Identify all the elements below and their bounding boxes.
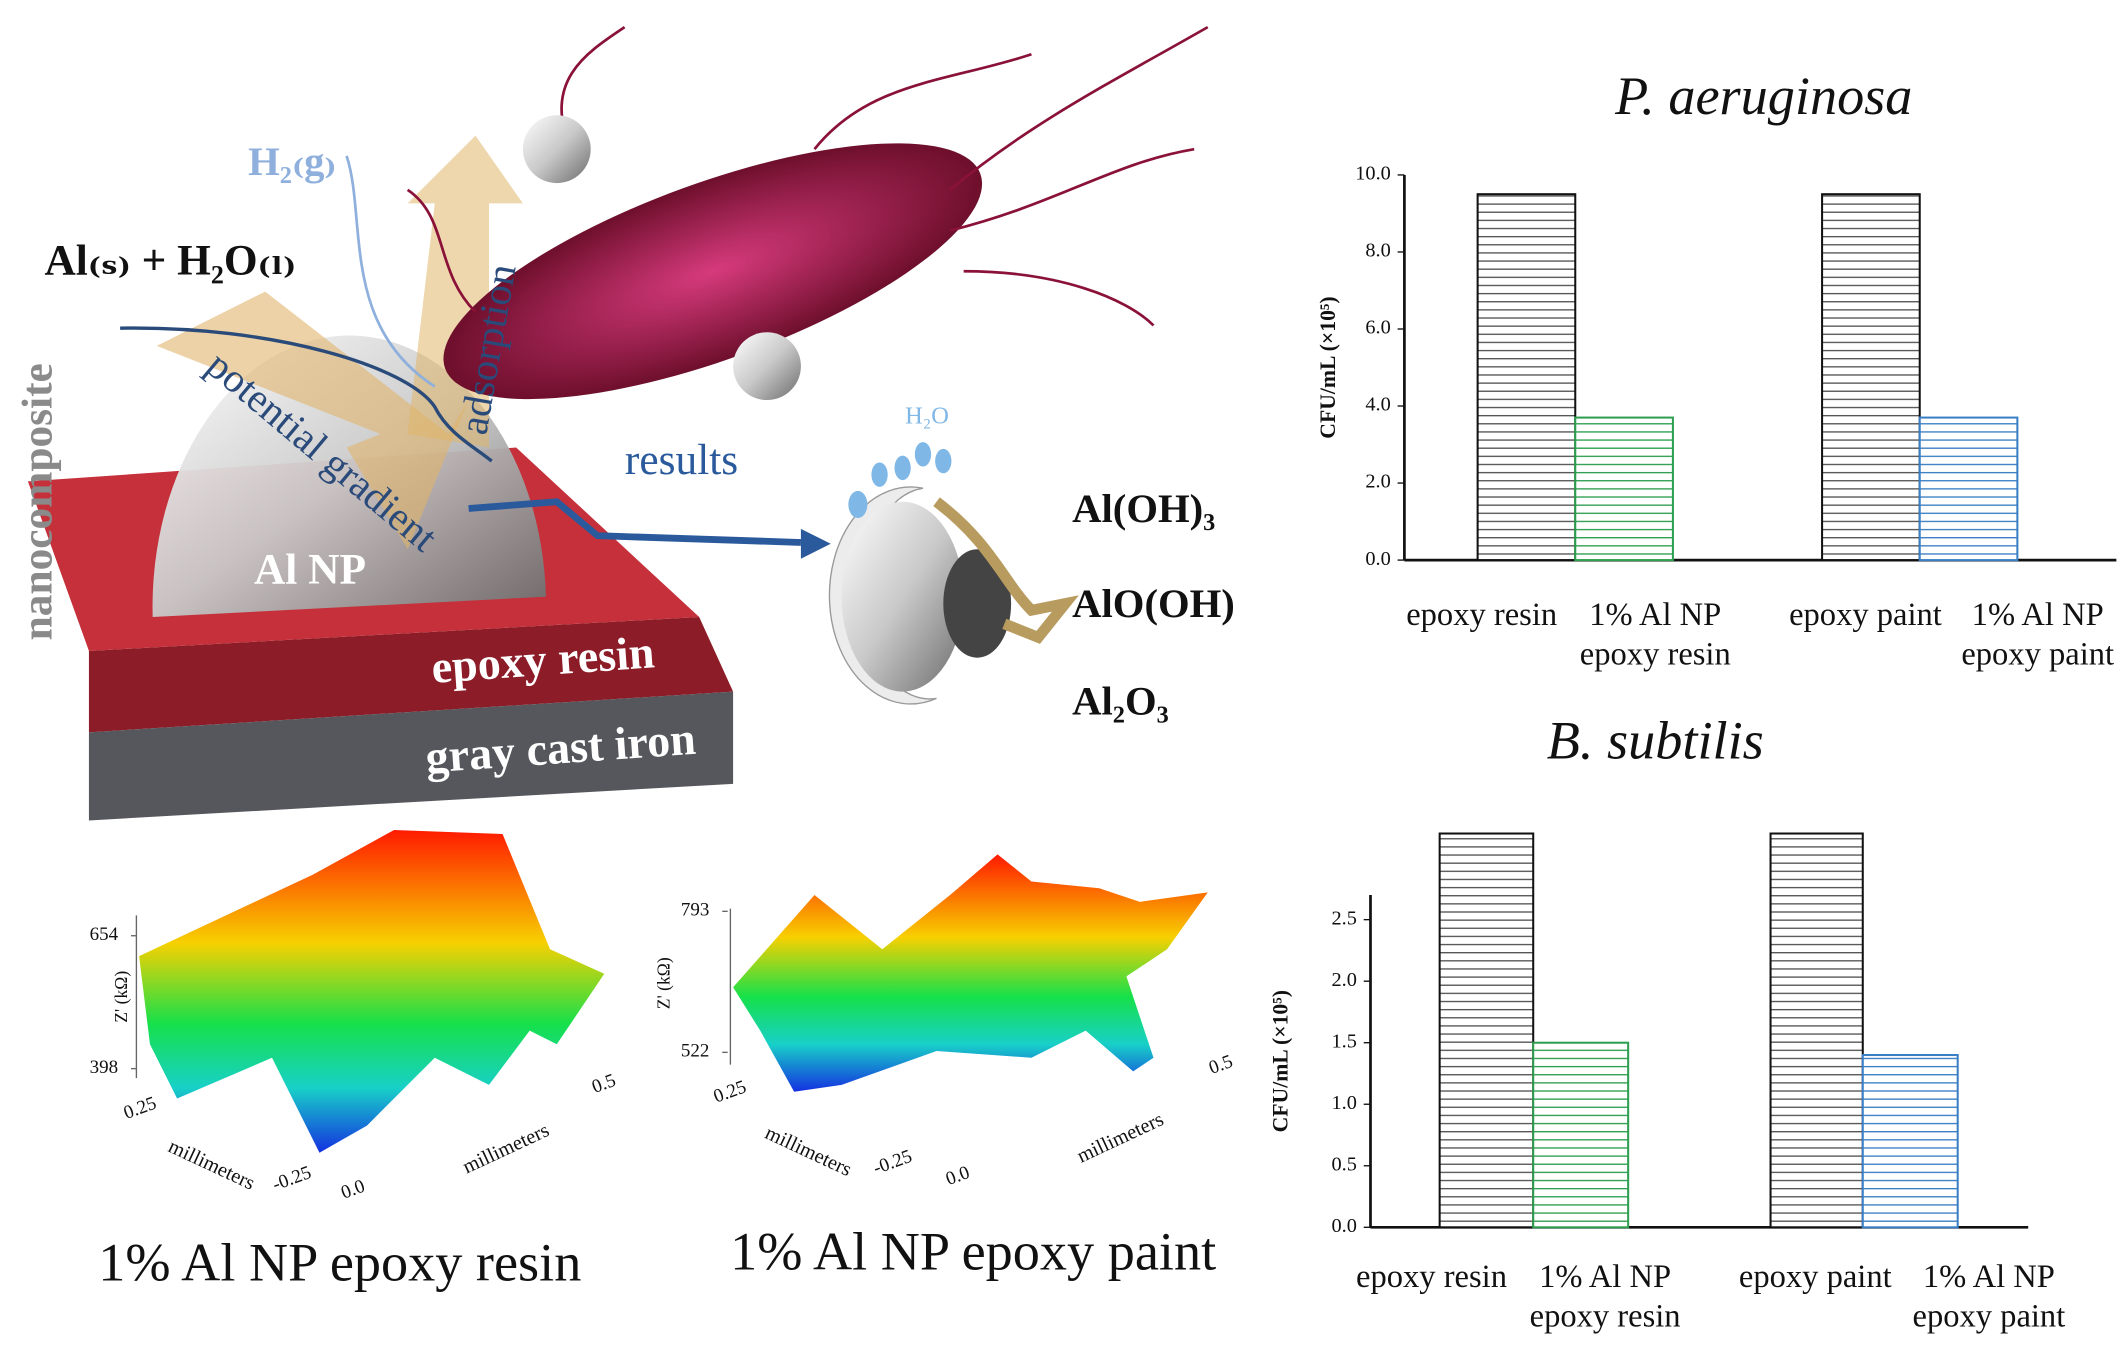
bar [1918, 416, 2019, 562]
category-label-box: 1% Al NP epoxy resin [1579, 598, 1731, 673]
category-label-box: epoxy resin [1406, 598, 1558, 634]
core [841, 501, 964, 692]
surface-caption: 1% Al NP epoxy paint [730, 1222, 1216, 1282]
y-tick-label: 0.5 [1332, 1153, 1357, 1175]
x-tick-label: epoxy resin [1406, 598, 1558, 634]
y-tick-label: 2.0 [1332, 969, 1357, 991]
gas-label: H₂₍g₎ [248, 139, 336, 184]
y-tick-label: 2.0 [1365, 471, 1390, 493]
x-tick-label: epoxy paint [1789, 598, 1942, 634]
arrowhead [800, 528, 831, 559]
flow-arrow [468, 498, 802, 546]
axis-tick-label: 0.25 [711, 1076, 749, 1107]
bar [1821, 193, 1921, 562]
axis-tick-label: 0.0 [338, 1176, 367, 1204]
reaction-label: Al₍ₛ₎ + H₂O₍ₗ₎ [44, 236, 296, 284]
x-tick-label: 1% Al NP epoxy paint [1912, 1259, 2066, 1335]
bar [1438, 832, 1535, 1229]
y-tick-label: 4.0 [1365, 394, 1390, 416]
y-tick-label: 6.0 [1365, 317, 1390, 339]
axis-tick-label: 0.0 [943, 1162, 972, 1190]
axis-tick-label: -0.25 [871, 1146, 915, 1179]
x-tick-label: 1% Al NP epoxy resin [1579, 598, 1731, 673]
category-label-box: 1% Al NP epoxy paint [1961, 598, 2115, 673]
adsorption-arrow [407, 135, 523, 448]
category-label-box: 1% Al NP epoxy resin [1529, 1259, 1681, 1335]
particle-label: Al NP [254, 546, 366, 594]
category-label-box: epoxy paint [1789, 598, 1942, 634]
y-tick-label: 0.0 [1365, 548, 1390, 570]
z-tick-label: 398 [90, 1057, 118, 1078]
iron-layer [88, 691, 734, 821]
z-tick-label: 654 [90, 924, 119, 945]
surface-plot [729, 854, 1208, 1092]
category-label-box: 1% Al NP epoxy paint [1912, 1259, 2066, 1335]
y-axis-label: CFU/mL (×10⁵) [1316, 296, 1340, 438]
x-tick-label: epoxy paint [1738, 1259, 1892, 1296]
chart-title: B. subtilis [1547, 710, 1764, 770]
results-label: results [625, 436, 738, 484]
droplets [848, 442, 952, 519]
z-tick-label: 522 [681, 1041, 709, 1062]
z-tick-label: 793 [681, 900, 709, 921]
surface [733, 854, 1208, 1092]
core-cut [943, 549, 1012, 658]
water-label: H₂O [905, 402, 949, 429]
bar [1532, 1041, 1630, 1229]
axis-label: millimeters [459, 1119, 552, 1178]
bar [1861, 1054, 1959, 1229]
epoxy-layer-front [88, 617, 734, 733]
z-axis-label: Z' (kΩ) [111, 971, 131, 1023]
y-tick-label: 2.5 [1332, 907, 1357, 929]
x-tick-label: epoxy resin [1356, 1259, 1507, 1296]
path-line [120, 326, 493, 463]
side-label: nanocomposite [13, 363, 61, 640]
flagella [406, 25, 1209, 327]
product-label: AlO(OH) [1072, 581, 1235, 626]
schematic: Al₍ₛ₎ + H₂O₍ₗ₎ H₂₍g₎ nanocomposite poten… [13, 25, 1235, 821]
bar [1476, 193, 1577, 562]
category-label-box: epoxy paint [1738, 1259, 1892, 1296]
surface-caption: 1% Al NP epoxy resin [98, 1232, 581, 1292]
axis-tick-label: 0.5 [589, 1070, 618, 1098]
bar [1574, 416, 1674, 562]
y-tick-label: 1.5 [1332, 1030, 1357, 1052]
axis-tick-label: 0.25 [121, 1093, 159, 1124]
product-label: Al(OH)₃ [1072, 486, 1215, 531]
y-tick-label: 10.0 [1355, 163, 1391, 185]
axis-label: millimeters [165, 1136, 258, 1195]
axis-tick-label: -0.25 [270, 1162, 314, 1195]
axis-tick-label: 0.5 [1206, 1051, 1235, 1079]
bar [1769, 832, 1864, 1229]
gas-line [345, 155, 436, 388]
gradient-arrow [156, 291, 469, 550]
bacterium [443, 143, 983, 400]
x-tick-label: 1% Al NP epoxy resin [1529, 1259, 1681, 1335]
small-particle [733, 332, 801, 401]
axis-label: millimeters [762, 1122, 855, 1181]
small-particle [522, 115, 591, 184]
product-label: Al₂O₃ [1072, 679, 1169, 724]
y-tick-label: 1.0 [1332, 1092, 1357, 1114]
product-arrow [933, 497, 1079, 644]
y-tick-label: 0.0 [1332, 1215, 1357, 1237]
x-tick-label: 1% Al NP epoxy paint [1961, 598, 2115, 673]
surface-plot [135, 829, 605, 1153]
surface [139, 829, 605, 1153]
z-axis-label: Z' (kΩ) [653, 957, 673, 1009]
chart-title: P. aeruginosa [1614, 66, 1912, 126]
y-tick-label: 8.0 [1365, 240, 1390, 262]
axis-label: millimeters [1074, 1108, 1167, 1167]
y-axis-label: CFU/mL (×10⁵) [1268, 990, 1292, 1132]
category-label-box: epoxy resin [1356, 1259, 1507, 1296]
